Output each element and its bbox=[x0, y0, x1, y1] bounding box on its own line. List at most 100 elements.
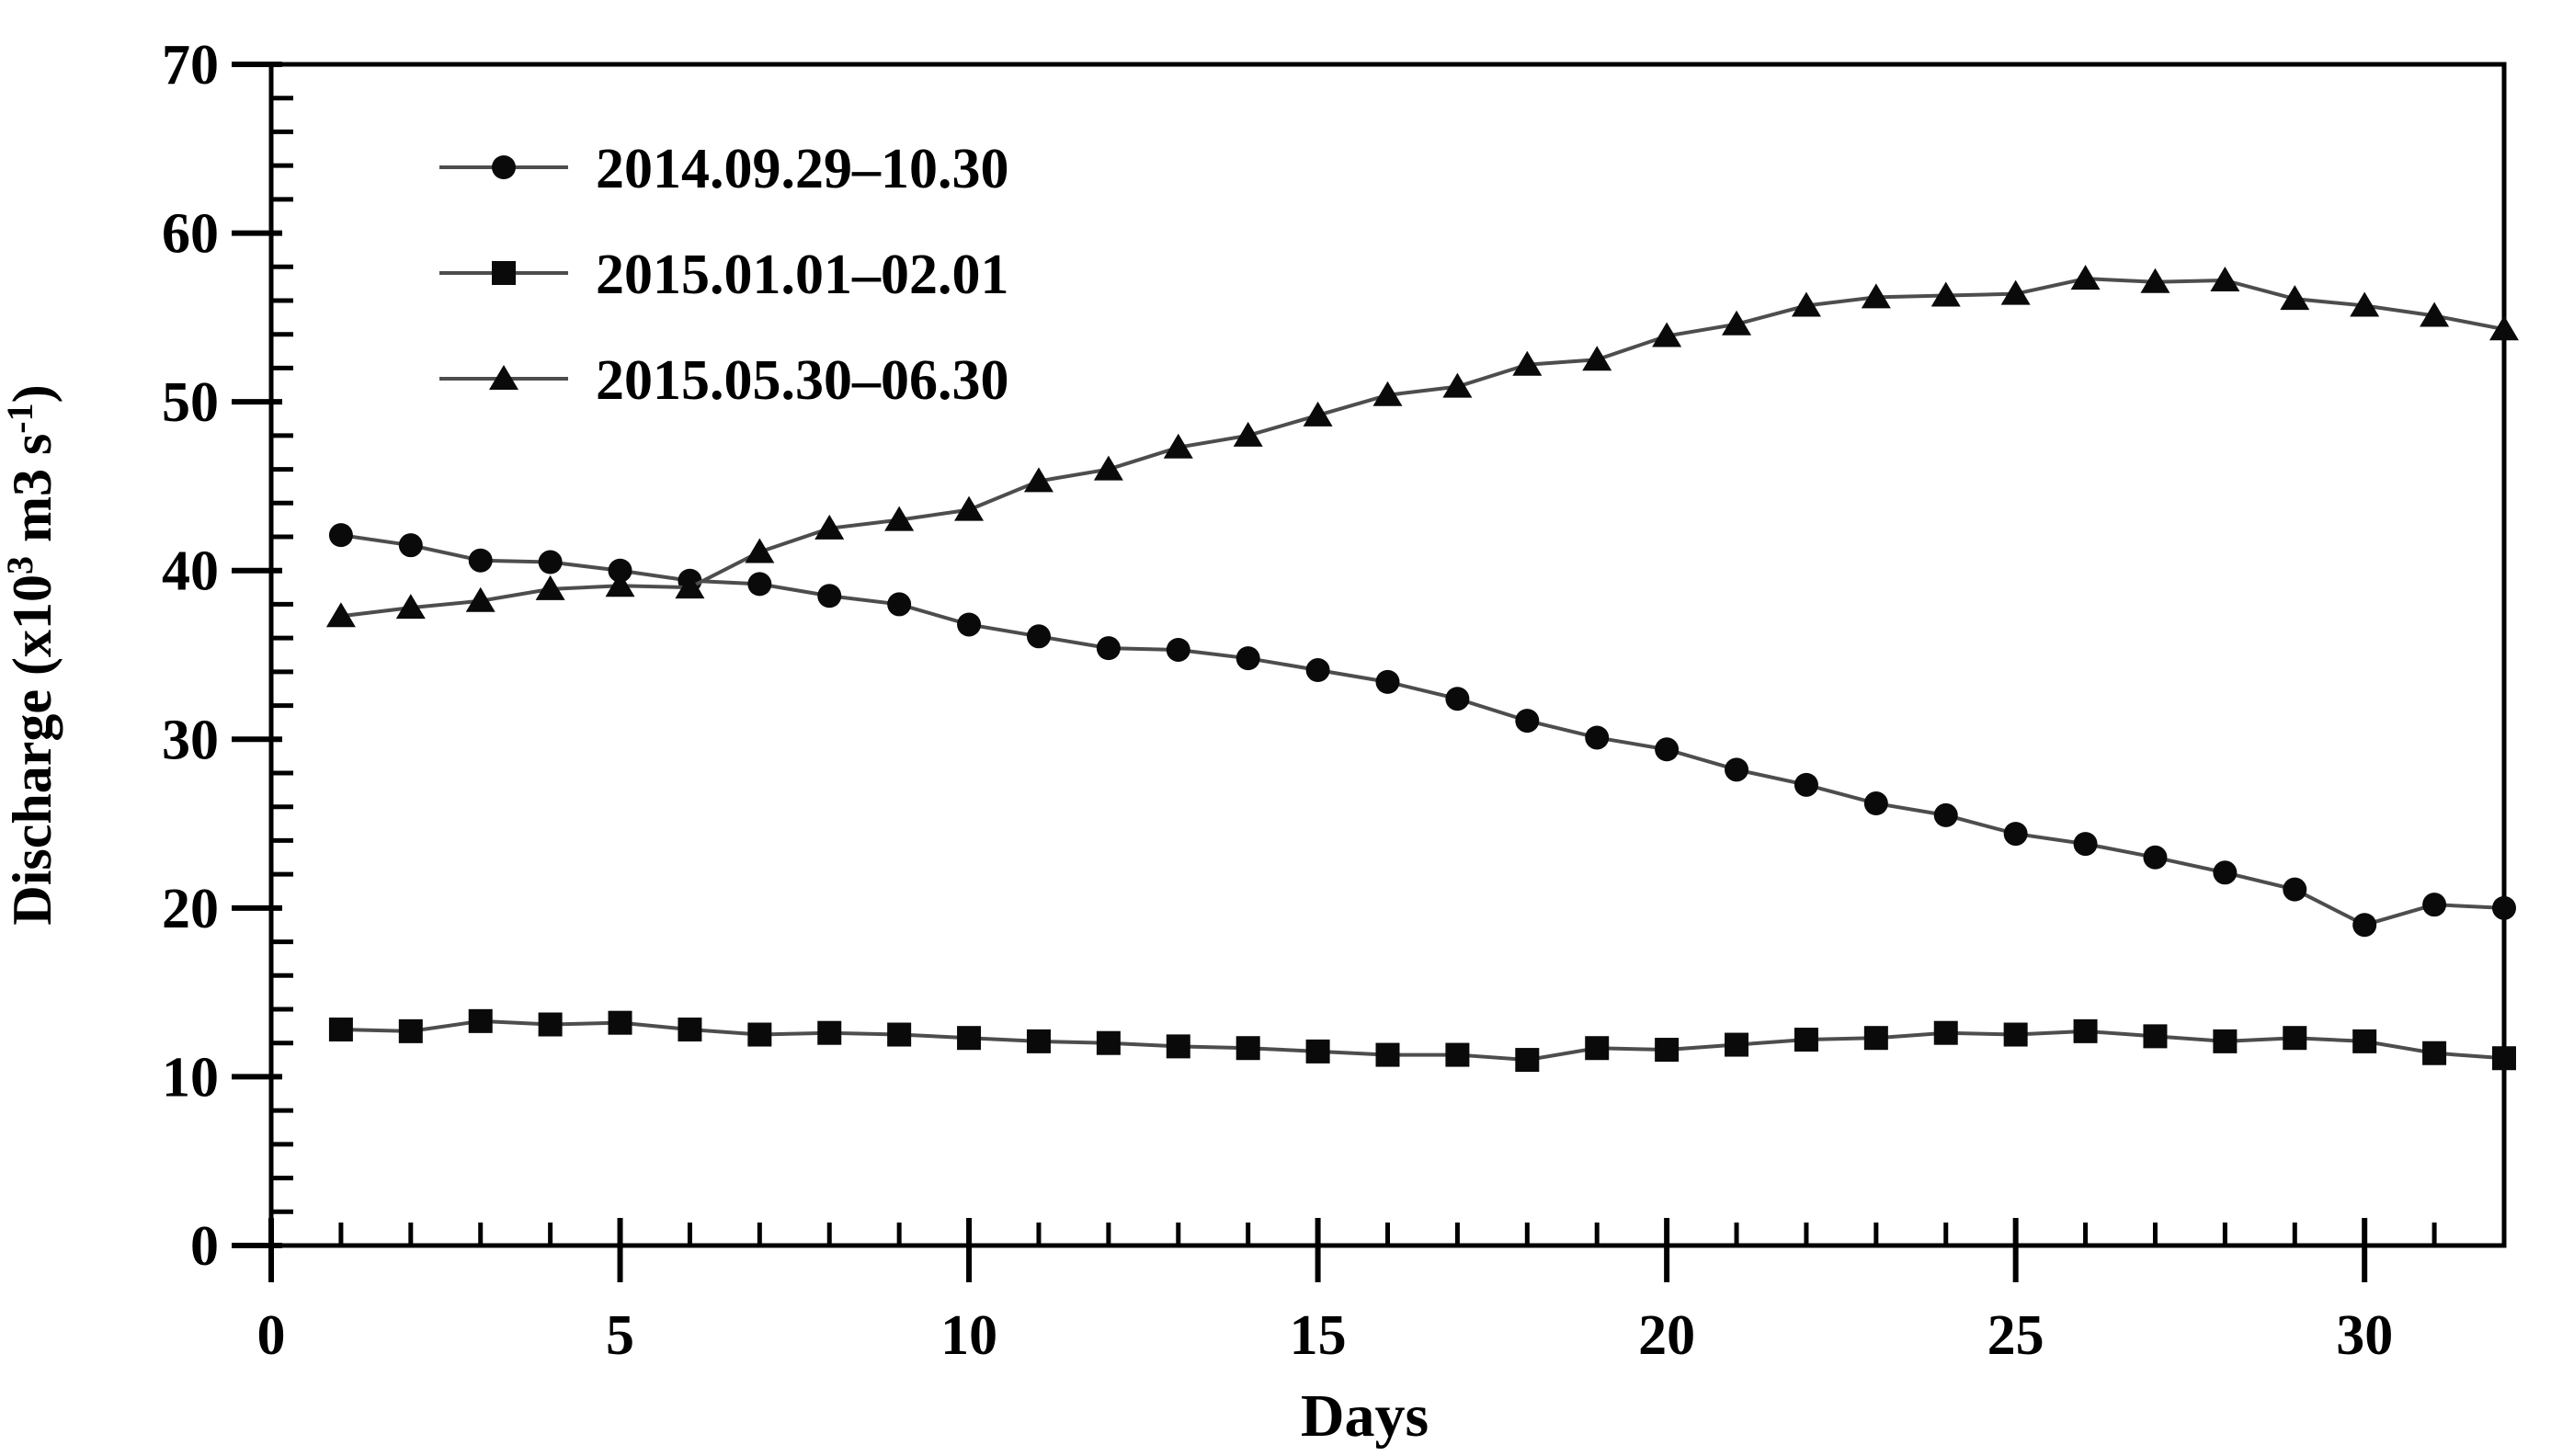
triangle-marker bbox=[1163, 433, 1193, 459]
square-marker bbox=[2352, 1029, 2377, 1053]
circle-marker bbox=[887, 592, 912, 617]
circle-marker bbox=[1445, 687, 1470, 711]
triangle-marker bbox=[2210, 266, 2240, 291]
square-marker bbox=[1725, 1032, 1749, 1057]
triangle-marker bbox=[2070, 265, 2101, 290]
x-tick-label: 15 bbox=[1290, 1304, 1347, 1367]
plot-border bbox=[268, 62, 2507, 1248]
legend-label: 2015.01.01–02.01 bbox=[596, 244, 1009, 306]
legend-entry-triangle: 2015.05.30–06.30 bbox=[439, 349, 1009, 412]
square-marker bbox=[328, 1018, 353, 1042]
legend: 2014.09.29–10.30 2015.01.01–02.01 2015.05.… bbox=[439, 138, 1009, 412]
x-tick-label: 10 bbox=[940, 1304, 997, 1367]
triangle-marker bbox=[395, 594, 426, 620]
circle-marker bbox=[817, 584, 842, 609]
triangle-marker bbox=[2350, 291, 2380, 317]
square-marker bbox=[2213, 1029, 2238, 1053]
triangle-marker bbox=[2280, 285, 2310, 311]
triangle-marker bbox=[1372, 381, 1403, 406]
square-marker bbox=[1585, 1036, 1610, 1061]
triangle-marker bbox=[2000, 279, 2031, 305]
square-marker bbox=[1236, 1036, 1260, 1061]
circle-marker bbox=[608, 558, 632, 583]
circle-marker bbox=[468, 548, 493, 573]
triangle-marker bbox=[605, 572, 635, 597]
circle-marker bbox=[1236, 646, 1260, 671]
square-marker bbox=[1655, 1038, 1680, 1063]
triangle-marker bbox=[325, 602, 356, 628]
square-marker bbox=[887, 1022, 912, 1047]
square-marker bbox=[2073, 1018, 2098, 1043]
circle-marker bbox=[1655, 737, 1680, 762]
circle-marker bbox=[1166, 637, 1190, 662]
circle-marker bbox=[2213, 860, 2238, 885]
triangle-marker bbox=[1093, 455, 1123, 481]
circle-marker bbox=[1305, 658, 1330, 683]
circle-marker bbox=[1026, 624, 1051, 649]
circle-marker bbox=[1515, 709, 1540, 734]
square-marker bbox=[608, 1010, 632, 1035]
circle-marker bbox=[492, 155, 516, 179]
triangle-marker bbox=[2140, 267, 2170, 293]
x-tick-label: 25 bbox=[1987, 1304, 2044, 1367]
square-marker bbox=[492, 261, 516, 285]
triangle-marker bbox=[1791, 291, 1821, 317]
x-axis-title: Days bbox=[1301, 1382, 1429, 1450]
circle-marker bbox=[1863, 791, 1888, 816]
legend-label: 2015.05.30–06.30 bbox=[596, 349, 1009, 412]
triangle-marker bbox=[1652, 322, 1682, 347]
y-tick-label: 20 bbox=[162, 878, 219, 940]
circle-marker bbox=[2073, 832, 2098, 857]
x-tick-label: 30 bbox=[2336, 1304, 2393, 1367]
circle-marker bbox=[1794, 772, 1818, 797]
square-marker bbox=[2143, 1024, 2168, 1049]
y-tick-label: 0 bbox=[190, 1215, 219, 1278]
triangle-marker bbox=[1582, 346, 1612, 371]
circle-marker bbox=[1096, 636, 1121, 661]
triangle-marker bbox=[1930, 281, 1961, 307]
square-marker bbox=[2492, 1046, 2516, 1071]
circle-marker bbox=[398, 533, 423, 558]
square-marker bbox=[1026, 1029, 1051, 1053]
square-marker bbox=[747, 1022, 772, 1047]
square-marker bbox=[1375, 1042, 1400, 1067]
square-marker bbox=[1166, 1034, 1190, 1059]
square-marker bbox=[2283, 1026, 2307, 1051]
triangle-marker bbox=[1861, 283, 1891, 309]
square-marker bbox=[1096, 1030, 1121, 1055]
circle-marker bbox=[957, 612, 982, 637]
square-marker bbox=[1305, 1039, 1330, 1064]
y-tick-label: 50 bbox=[162, 371, 219, 434]
triangle-marker bbox=[1023, 467, 1053, 493]
triangle-marker bbox=[2420, 301, 2450, 327]
circle-marker bbox=[1933, 802, 1958, 827]
y-axis-title: Discharge (x103 m3 s-1) bbox=[0, 384, 63, 925]
circle-marker bbox=[2422, 893, 2447, 917]
square-marker bbox=[1515, 1048, 1540, 1073]
triangle-marker bbox=[1442, 372, 1473, 398]
circle-marker bbox=[2352, 913, 2377, 938]
triangle-marker bbox=[465, 586, 495, 612]
legend-label: 2014.09.29–10.30 bbox=[596, 138, 1009, 200]
x-tick-label: 5 bbox=[606, 1304, 634, 1367]
square-marker bbox=[1933, 1020, 1958, 1045]
square-marker bbox=[817, 1020, 842, 1045]
series-square bbox=[328, 1008, 2516, 1073]
series-circle bbox=[328, 523, 2516, 938]
y-tick-label: 60 bbox=[162, 203, 219, 266]
circle-marker bbox=[1585, 725, 1610, 750]
y-axis: 0 10 20 30 40 50 60 70 bbox=[162, 34, 293, 1278]
square-marker bbox=[2422, 1041, 2447, 1065]
y-tick-label: 70 bbox=[162, 34, 219, 97]
y-tick-label: 30 bbox=[162, 709, 219, 771]
circle-marker bbox=[538, 550, 563, 574]
triangle-marker bbox=[489, 365, 518, 390]
triangle-marker bbox=[1303, 401, 1333, 427]
series-triangle bbox=[325, 265, 2519, 628]
x-tick-label: 20 bbox=[1638, 1304, 1695, 1367]
axes: 0 10 20 30 40 50 60 70 0 5 10 15 20 25 30 Days Discharge… bbox=[0, 34, 2507, 1450]
y-tick-label: 10 bbox=[162, 1046, 219, 1109]
x-axis: 0 5 10 15 20 25 30 bbox=[257, 1218, 2507, 1367]
